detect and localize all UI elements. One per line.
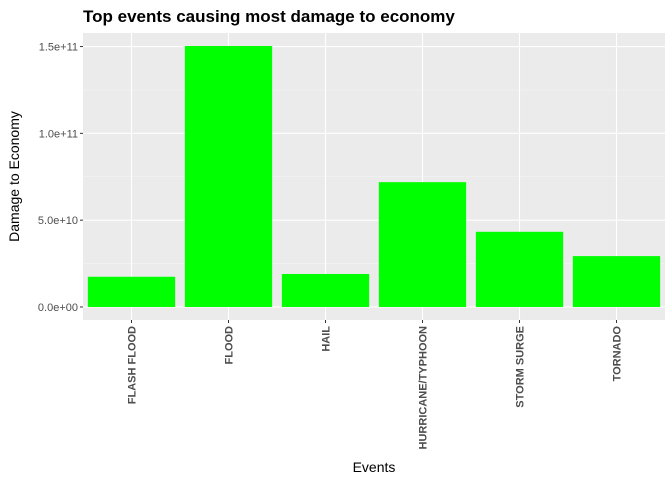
x-tick-label: TORNADO [612, 326, 624, 382]
bar-series [87, 46, 661, 307]
bar [87, 276, 176, 307]
y-tick-label: 1.5e+11 [39, 42, 78, 54]
bar [281, 273, 370, 307]
y-axis: 0.0e+00 5.0e+10 1.0e+11 1.5e+11 [38, 42, 83, 314]
x-tick-label: FLASH FLOOD [127, 326, 139, 404]
chart-title: Top events causing most damage to econom… [83, 7, 455, 26]
bar [572, 256, 661, 307]
y-tick-label: 1.0e+11 [39, 128, 78, 140]
y-tick-label: 5.0e+10 [38, 215, 78, 227]
x-tick-label: HAIL [321, 326, 333, 352]
bar [378, 182, 467, 307]
y-tick-label: 0.0e+00 [38, 302, 78, 314]
y-axis-title: Damage to Economy [6, 111, 22, 242]
x-axis-title: Events [353, 459, 396, 475]
x-axis: FLASH FLOOD FLOOD HAIL HURRICANE/TYPHOON STO… [127, 320, 624, 449]
bar [475, 231, 564, 307]
x-tick-label: FLOOD [224, 326, 236, 365]
grid-lines [83, 33, 665, 320]
bar [184, 46, 273, 307]
x-tick-label: STORM SURGE [515, 326, 527, 408]
x-tick-label: HURRICANE/TYPHOON [418, 326, 430, 450]
